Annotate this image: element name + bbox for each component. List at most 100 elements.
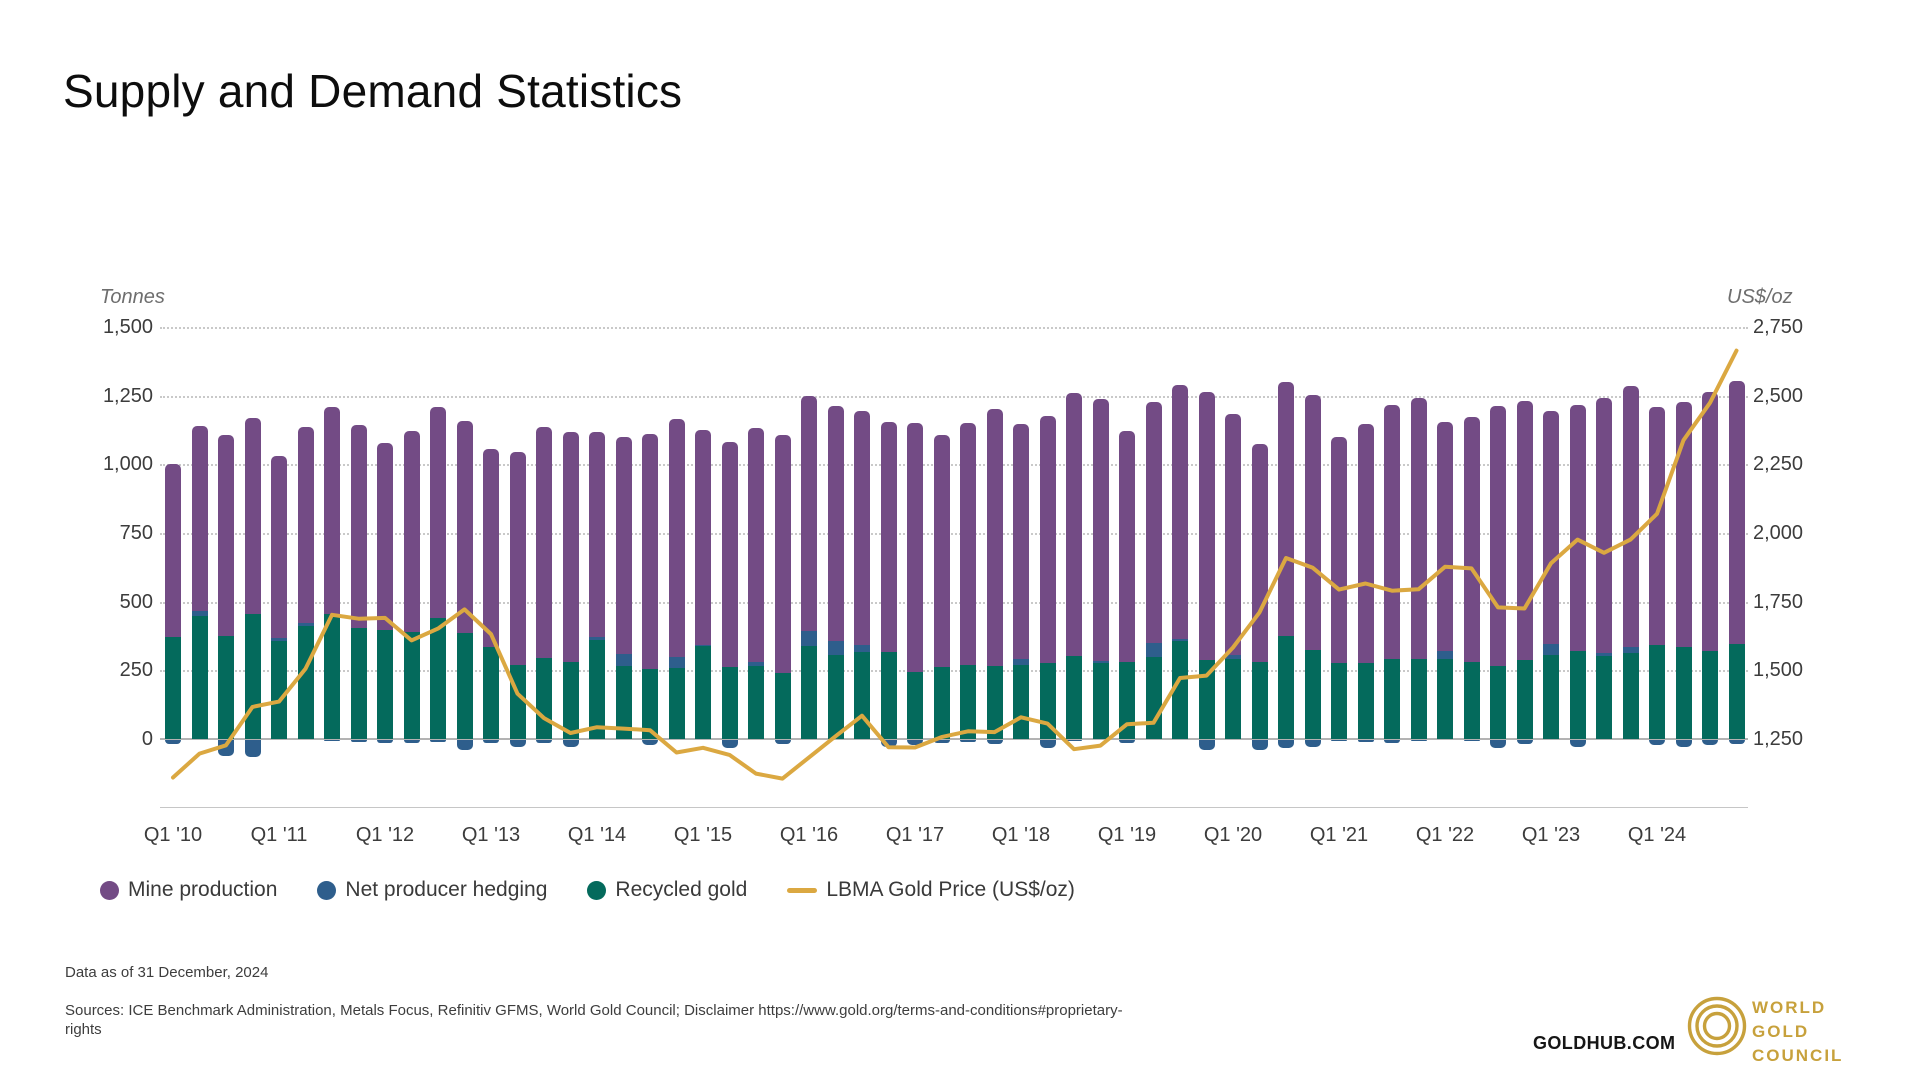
right-axis-tick-label: 1,500 bbox=[1753, 659, 1804, 682]
bar-recycled-Q4 '14 bbox=[668, 667, 685, 739]
bar-recycled-Q1 '17 bbox=[907, 672, 923, 739]
bar-recycled-Q3 '23 bbox=[1596, 655, 1612, 739]
bar-recycled-Q1 '10 bbox=[165, 637, 181, 739]
right-axis-tick-label: 2,250 bbox=[1753, 453, 1804, 476]
bar-recycled-Q4 '17 bbox=[986, 665, 1003, 739]
right-axis-tick-label: 1,250 bbox=[1753, 728, 1804, 751]
x-axis-label-Q1-'21: Q1 '21 bbox=[1309, 824, 1369, 846]
legend-item-lbma-gold-price-us-oz-[interactable]: LBMA Gold Price (US$/oz) bbox=[787, 878, 1075, 902]
bar-mine-Q4 '10 bbox=[244, 418, 261, 615]
x-axis-label-Q1-'11: Q1 '11 bbox=[250, 824, 308, 846]
legend-label: Mine production bbox=[128, 878, 278, 901]
x-axis-label-Q1-'24: Q1 '24 bbox=[1627, 824, 1687, 846]
right-axis-tick-label: 2,000 bbox=[1753, 522, 1804, 544]
bar-mine-Q2 '12 bbox=[403, 430, 420, 632]
right-axis-tick-label: 2,500 bbox=[1753, 384, 1804, 407]
bar-hedging-Q3 '11 bbox=[324, 740, 340, 742]
bar-hedging-Q1 '22 bbox=[1437, 650, 1453, 659]
bar-hedging-Q1 '23 bbox=[1543, 643, 1559, 655]
bar-hedging-Q3 '16 bbox=[854, 644, 870, 652]
bar-recycled-Q1 '15 bbox=[695, 646, 711, 739]
bar-mine-Q1 '13 bbox=[483, 448, 499, 647]
bar-hedging-Q1 '13 bbox=[483, 740, 499, 743]
bar-mine-Q4 '11 bbox=[350, 425, 367, 629]
bar-recycled-Q4 '24 bbox=[1728, 644, 1745, 739]
goldhub-wordmark: GOLDHUB.COM bbox=[1533, 1033, 1676, 1053]
bar-recycled-Q2 '12 bbox=[403, 631, 420, 739]
bar-hedging-Q2 '23 bbox=[1569, 740, 1586, 747]
bar-mine-Q1 '22 bbox=[1437, 422, 1453, 651]
bar-hedging-Q4 '20 bbox=[1304, 740, 1321, 747]
bar-hedging-Q1 '15 bbox=[695, 645, 711, 647]
x-axis-label-Q1-'14: Q1 '14 bbox=[567, 824, 627, 846]
logo-word-world: WORLD bbox=[1752, 998, 1827, 1017]
bar-hedging-Q2 '12 bbox=[403, 740, 420, 744]
bar-recycled-Q1 '13 bbox=[483, 646, 499, 739]
bar-hedging-Q4 '16 bbox=[880, 740, 897, 747]
bar-hedging-Q4 '10 bbox=[244, 740, 261, 758]
legend-item-net-producer-hedging[interactable]: Net producer hedging bbox=[317, 878, 547, 902]
legend-item-mine-production[interactable]: Mine production bbox=[100, 878, 277, 902]
bar-recycled-Q3 '24 bbox=[1702, 650, 1718, 739]
bar-mine-Q2 '15 bbox=[721, 442, 738, 667]
bar-mine-Q3 '18 bbox=[1066, 393, 1082, 656]
x-axis-line bbox=[160, 807, 1748, 808]
bar-mine-Q4 '14 bbox=[668, 418, 685, 657]
bar-recycled-Q1 '19 bbox=[1119, 661, 1135, 739]
bar-hedging-Q3 '12 bbox=[430, 740, 446, 742]
bar-hedging-Q4 '15 bbox=[774, 740, 791, 745]
bar-hedging-Q4 '12 bbox=[456, 740, 473, 750]
bar-mine-Q4 '13 bbox=[562, 431, 579, 662]
bar-hedging-Q3 '13 bbox=[536, 740, 552, 743]
bar-mine-Q4 '22 bbox=[1516, 400, 1533, 660]
bar-hedging-Q2 '20 bbox=[1251, 740, 1268, 750]
bar-recycled-Q3 '14 bbox=[642, 668, 658, 739]
bar-hedging-Q2 '10 bbox=[191, 610, 208, 617]
bar-recycled-Q2 '21 bbox=[1357, 662, 1374, 739]
bar-mine-Q4 '17 bbox=[986, 409, 1003, 666]
legend-label: Net producer hedging bbox=[345, 878, 548, 901]
bar-hedging-Q3 '17 bbox=[960, 740, 976, 743]
bar-mine-Q3 '24 bbox=[1702, 391, 1718, 651]
bar-hedging-Q1 '21 bbox=[1331, 740, 1347, 742]
bar-mine-Q1 '21 bbox=[1331, 436, 1347, 664]
bar-mine-Q4 '18 bbox=[1092, 399, 1109, 661]
bar-recycled-Q4 '18 bbox=[1092, 662, 1109, 739]
bar-hedging-Q4 '19 bbox=[1198, 740, 1215, 750]
bar-hedging-Q1 '17 bbox=[907, 740, 923, 746]
bar-mine-Q3 '23 bbox=[1596, 397, 1612, 654]
bar-recycled-Q1 '23 bbox=[1543, 654, 1559, 739]
legend-item-recycled-gold[interactable]: Recycled gold bbox=[587, 878, 747, 902]
bar-mine-Q1 '18 bbox=[1013, 424, 1029, 660]
bar-mine-Q1 '14 bbox=[589, 432, 605, 638]
bar-hedging-Q3 '22 bbox=[1490, 740, 1506, 749]
bar-mine-Q1 '11 bbox=[271, 456, 287, 638]
legend-dot-icon bbox=[587, 880, 607, 900]
bar-hedging-Q4 '17 bbox=[986, 740, 1003, 745]
bar-mine-Q2 '22 bbox=[1463, 417, 1480, 662]
bar-mine-Q2 '17 bbox=[933, 434, 950, 667]
bar-recycled-Q2 '18 bbox=[1039, 662, 1056, 739]
bar-hedging-Q1 '19 bbox=[1119, 740, 1135, 743]
logo-word-gold: GOLD bbox=[1752, 1022, 1810, 1041]
bar-mine-Q1 '12 bbox=[377, 442, 393, 630]
bar-recycled-Q1 '14 bbox=[589, 639, 605, 739]
x-axis-label-Q1-'15: Q1 '15 bbox=[673, 824, 733, 846]
bar-recycled-Q1 '16 bbox=[801, 646, 817, 739]
bar-hedging-Q4 '18 bbox=[1092, 660, 1109, 663]
bar-recycled-Q4 '13 bbox=[562, 661, 579, 739]
bar-mine-Q1 '16 bbox=[801, 395, 817, 632]
bar-recycled-Q4 '12 bbox=[456, 633, 473, 739]
right-axis-tick-label: 2,750 bbox=[1753, 316, 1804, 338]
bar-hedging-Q2 '21 bbox=[1357, 740, 1374, 743]
left-axis-tick-label: 1,500 bbox=[102, 316, 153, 338]
bar-recycled-Q3 '21 bbox=[1384, 658, 1400, 739]
bar-recycled-Q3 '12 bbox=[430, 617, 446, 739]
bar-hedging-Q1 '10 bbox=[165, 740, 181, 745]
x-axis-label-Q1-'16: Q1 '16 bbox=[779, 824, 839, 846]
gridline bbox=[160, 464, 1748, 467]
zero-axis-line bbox=[160, 738, 1748, 740]
bar-recycled-Q1 '20 bbox=[1225, 659, 1241, 739]
bar-hedging-Q4 '23 bbox=[1622, 646, 1639, 653]
bar-mine-Q3 '15 bbox=[748, 428, 764, 663]
